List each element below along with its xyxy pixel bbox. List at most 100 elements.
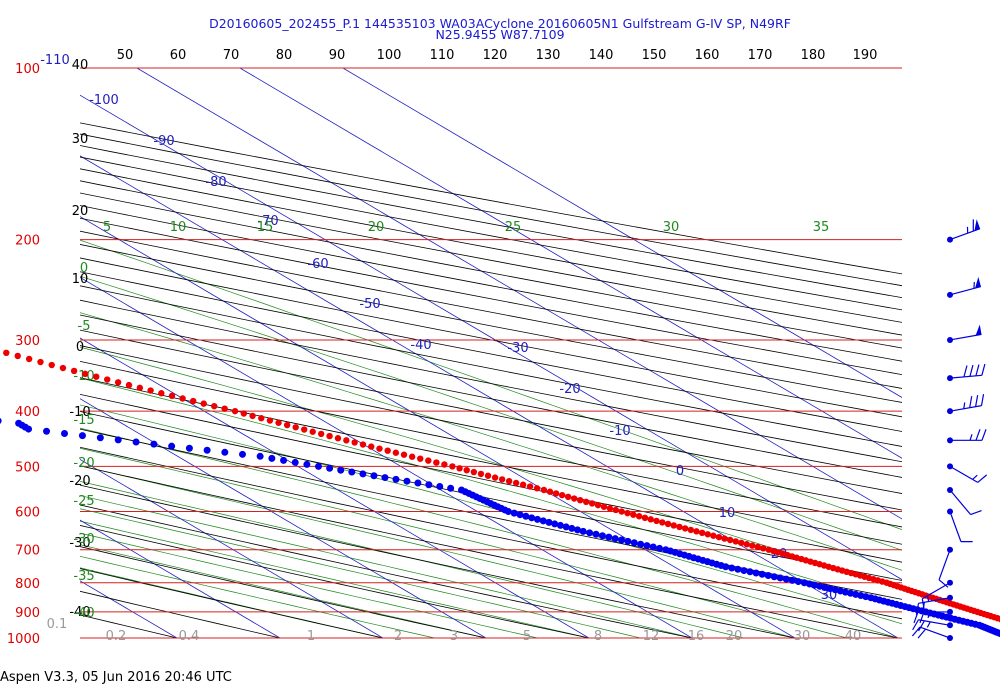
- temperature-point: [526, 483, 534, 490]
- isotherm-line: [80, 337, 590, 638]
- temperature-point: [721, 535, 728, 542]
- dry-adiabat-line: [80, 285, 902, 447]
- dewpoint-point: [556, 521, 564, 529]
- mixing-ratio-label: 0.2: [106, 629, 127, 644]
- temperature-point: [168, 392, 176, 400]
- dewpoint-point: [522, 512, 530, 520]
- isotherm-line: [80, 519, 281, 638]
- adiabat-label: 5: [103, 220, 111, 235]
- temperature-point: [477, 470, 485, 478]
- dewpoint-point: [43, 427, 51, 435]
- temperature-point: [376, 445, 383, 452]
- temperature-point: [48, 361, 55, 369]
- adiabat-label: 25: [505, 220, 522, 235]
- sounding-header-title: D20160605_202455_P.1 144535103 WA03ACycl…: [209, 16, 791, 31]
- moist-adiabats: [80, 239, 902, 638]
- left-axis-label: 0: [76, 340, 84, 355]
- top-axis-label: 50: [117, 48, 134, 63]
- moist-adiabat-label: 0: [80, 261, 88, 276]
- dewpoint-point: [370, 472, 378, 480]
- dewpoint-point: [414, 479, 422, 487]
- dewpoint-point: [256, 452, 264, 460]
- moist-adiabat-line: [80, 480, 744, 638]
- moist-adiabat-line: [80, 544, 487, 638]
- left-axis-label: 30: [72, 132, 89, 147]
- isotherm-label: -20: [559, 382, 580, 397]
- temperature-point: [93, 373, 100, 380]
- temperature-point: [606, 505, 614, 512]
- dry-adiabat-line: [80, 546, 487, 638]
- dry-adiabat-line: [80, 180, 902, 336]
- top-axis-label: 170: [748, 48, 773, 63]
- temperature-point: [710, 532, 717, 539]
- isotherm-line: [80, 94, 902, 581]
- temperature-point: [275, 419, 282, 426]
- mixing-ratio-label: 1: [307, 629, 315, 644]
- dry-adiabat-line: [80, 168, 902, 323]
- mixing-ratio-label: 30: [794, 629, 811, 644]
- dry-adiabat-line: [80, 345, 902, 511]
- wind-barb: [947, 508, 973, 543]
- dewpoint-point: [25, 425, 33, 433]
- moist-adiabat-line: [80, 465, 796, 638]
- moist-adiabat-line: [80, 532, 538, 638]
- temperature-point: [676, 523, 683, 531]
- dry-adiabat-line: [80, 525, 590, 638]
- temperature-point: [59, 364, 67, 372]
- temperature-point: [456, 465, 463, 472]
- temperature-point: [301, 426, 308, 433]
- isotherm-label: -40: [410, 338, 431, 353]
- moist-adiabat-line: [80, 508, 641, 638]
- mixing-ratio-label: 12: [643, 629, 660, 644]
- dewpoint-point: [611, 535, 619, 543]
- dewpoint-point: [592, 530, 600, 538]
- temperature-point: [351, 439, 358, 446]
- mixing-ratio-label: 0.4: [179, 629, 200, 644]
- temperature-point: [484, 472, 492, 479]
- adiabat-label: 15: [257, 220, 274, 235]
- pressure-label-300: 300: [15, 334, 40, 349]
- dewpoint-point: [348, 468, 356, 476]
- temperature-point: [576, 496, 584, 504]
- pressure-label-700: 700: [15, 544, 40, 559]
- temperature-point: [240, 410, 248, 417]
- temperature-point: [433, 459, 440, 466]
- mixing-ratio-label: 5: [523, 629, 531, 644]
- adiabat-label: 20: [368, 220, 385, 235]
- dry-adiabat-line: [80, 271, 902, 432]
- left-axis-label: 40: [72, 58, 89, 73]
- top-axis-label: 120: [483, 48, 508, 63]
- moist-adiabat-label: -5: [78, 319, 91, 334]
- dewpoint-point: [392, 475, 400, 483]
- wind-barb: [947, 363, 986, 382]
- top-axis-label: 110: [430, 48, 455, 63]
- isotherm-label: -30: [507, 341, 528, 356]
- temperature-point: [618, 508, 625, 515]
- dewpoint-point: [303, 460, 311, 468]
- wind-barb: [938, 546, 953, 588]
- temperature-point: [997, 616, 1000, 623]
- left-axis-label: -30: [69, 536, 90, 551]
- temperature-point: [189, 397, 197, 405]
- temperature-point: [558, 491, 566, 499]
- wind-barb: [921, 579, 953, 611]
- mixing-ratio-label: 20: [726, 629, 743, 644]
- temperature-point: [635, 513, 643, 520]
- temperature-point: [249, 412, 256, 420]
- dewpoint-point: [758, 570, 766, 578]
- dewpoint-point: [381, 474, 389, 482]
- temperature-point: [408, 453, 416, 460]
- dry-adiabat-line: [80, 156, 902, 311]
- moist-adiabat-label: -20: [73, 456, 94, 471]
- temperature-point: [698, 529, 706, 537]
- temperature-point: [425, 457, 432, 464]
- temperature-point: [732, 538, 739, 545]
- dewpoint-point: [637, 540, 645, 548]
- left-axis-label: 20: [72, 204, 89, 219]
- wind-barb: [911, 626, 953, 641]
- mixing-ratio-label: 8: [594, 629, 602, 644]
- pressure-label-200: 200: [15, 234, 40, 249]
- dewpoint-point: [326, 464, 334, 472]
- mixing-ratio-label: 0.1: [47, 617, 68, 632]
